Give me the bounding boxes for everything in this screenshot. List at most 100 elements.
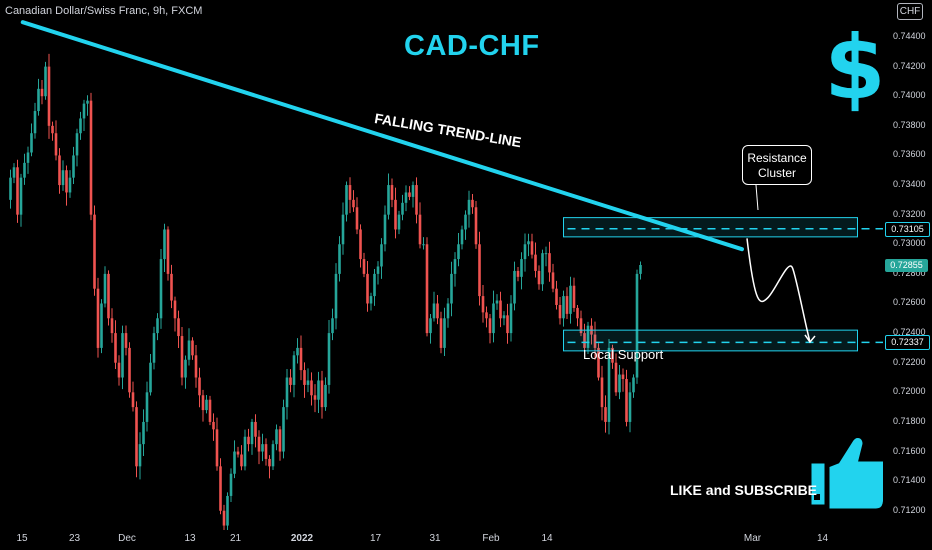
candle-body — [334, 273, 338, 319]
candle-body — [131, 392, 135, 408]
time-axis[interactable]: 15 23 Dec 13 21 2022 17 31 Feb 14 Mar 14 — [0, 530, 883, 550]
time-tick-label: Dec — [118, 533, 136, 544]
candle-body — [488, 318, 492, 334]
candle-body — [37, 88, 40, 112]
candle-body — [397, 214, 401, 230]
candle-body — [110, 318, 114, 334]
candle-body — [268, 458, 271, 467]
dollar-sign-icon: $ — [824, 16, 883, 119]
candle-body — [527, 241, 530, 245]
time-tick-label: 21 — [229, 533, 242, 544]
candle-body — [499, 300, 502, 319]
candle-body — [562, 296, 565, 319]
candle-body — [555, 288, 558, 305]
price-tick-label: 0.72000 — [893, 386, 926, 397]
time-tick-label: 14 — [541, 533, 553, 544]
candle-body — [390, 185, 394, 200]
candle-body — [548, 253, 551, 273]
candle-body — [338, 244, 341, 274]
candle-body — [345, 185, 348, 215]
candle-body — [565, 296, 569, 314]
resistance-callout: Resistance Cluster — [742, 145, 812, 185]
candle-body — [478, 244, 481, 297]
time-tick-label: 23 — [68, 533, 81, 544]
candle-body — [534, 254, 537, 271]
candle-body — [320, 380, 324, 408]
candle-body — [551, 272, 555, 289]
candle-body — [124, 333, 128, 348]
candle-body — [44, 66, 47, 97]
candle-body — [233, 451, 236, 474]
candle-body — [100, 303, 103, 348]
candle-body — [184, 359, 187, 378]
candle-body — [576, 307, 579, 319]
candle-body — [502, 315, 506, 319]
candle-body — [23, 162, 26, 178]
candle-body — [376, 266, 380, 274]
candle-body — [180, 336, 184, 378]
projection-arrowhead — [804, 334, 816, 344]
candle-body — [604, 407, 607, 422]
candle-body — [40, 88, 44, 97]
candle-body — [215, 429, 219, 467]
candle-body — [485, 312, 488, 319]
candle-body — [250, 421, 254, 445]
price-tick-label: 0.73800 — [893, 119, 926, 130]
candle-body — [450, 273, 453, 304]
candle-body — [240, 454, 243, 467]
candle-body — [348, 185, 352, 200]
candle-body — [219, 466, 222, 511]
candle-body — [404, 192, 408, 203]
candle-body — [544, 253, 548, 255]
projection-path — [746, 238, 811, 343]
price-axis[interactable]: 0.74400 0.74200 0.74000 0.73800 0.73600 0.734… — [883, 0, 932, 530]
candle-body — [586, 325, 590, 348]
candle-body — [271, 444, 275, 467]
candle-body — [464, 214, 467, 230]
candle-body — [299, 347, 303, 371]
price-tick-label: 0.71800 — [893, 415, 926, 426]
candle-body — [306, 380, 310, 385]
candle-body — [541, 253, 544, 285]
currency-button[interactable]: CHF — [897, 3, 923, 20]
candle-body — [383, 214, 387, 245]
candle-body — [30, 133, 33, 153]
price-tick-label: 0.73600 — [893, 149, 926, 160]
candle-body — [625, 378, 628, 422]
falling-trend-line — [20, 20, 744, 252]
candle-body — [317, 380, 320, 400]
candle-body — [366, 273, 369, 304]
cta-label: LIKE and SUBSCRIBE — [670, 482, 818, 498]
candle-body — [75, 133, 79, 156]
candle-body — [523, 244, 527, 260]
candle-body — [509, 303, 513, 334]
candle-body — [618, 374, 621, 393]
candle-body — [621, 374, 625, 379]
price-tick-label: 0.74200 — [893, 60, 926, 71]
candle-body — [47, 66, 51, 126]
time-tick-label: 15 — [16, 533, 28, 544]
candle-body — [33, 111, 37, 134]
support-price-tag: 0.72337 — [885, 335, 930, 351]
resistance-callout-text: Resistance Cluster — [747, 151, 807, 180]
candle-body — [254, 421, 257, 437]
candle-body — [187, 340, 191, 360]
candle-body — [275, 429, 278, 445]
candle-body — [436, 303, 439, 319]
candle-body — [362, 259, 366, 274]
candle-body — [408, 192, 411, 197]
candle-body — [401, 202, 404, 215]
candle-body — [387, 185, 390, 215]
candle-body — [513, 270, 516, 304]
candle-body — [285, 377, 289, 408]
candle-body — [191, 340, 194, 356]
candle-body — [257, 436, 261, 452]
price-tick-label: 0.72600 — [893, 297, 926, 308]
chart-heading: CAD-CHF — [404, 30, 540, 62]
candle-body — [520, 259, 523, 277]
candle-body — [96, 288, 100, 348]
candle-body — [145, 392, 149, 422]
candle-body — [177, 318, 180, 337]
time-tick-label: 2022 — [290, 533, 314, 544]
candle-body — [261, 444, 264, 452]
